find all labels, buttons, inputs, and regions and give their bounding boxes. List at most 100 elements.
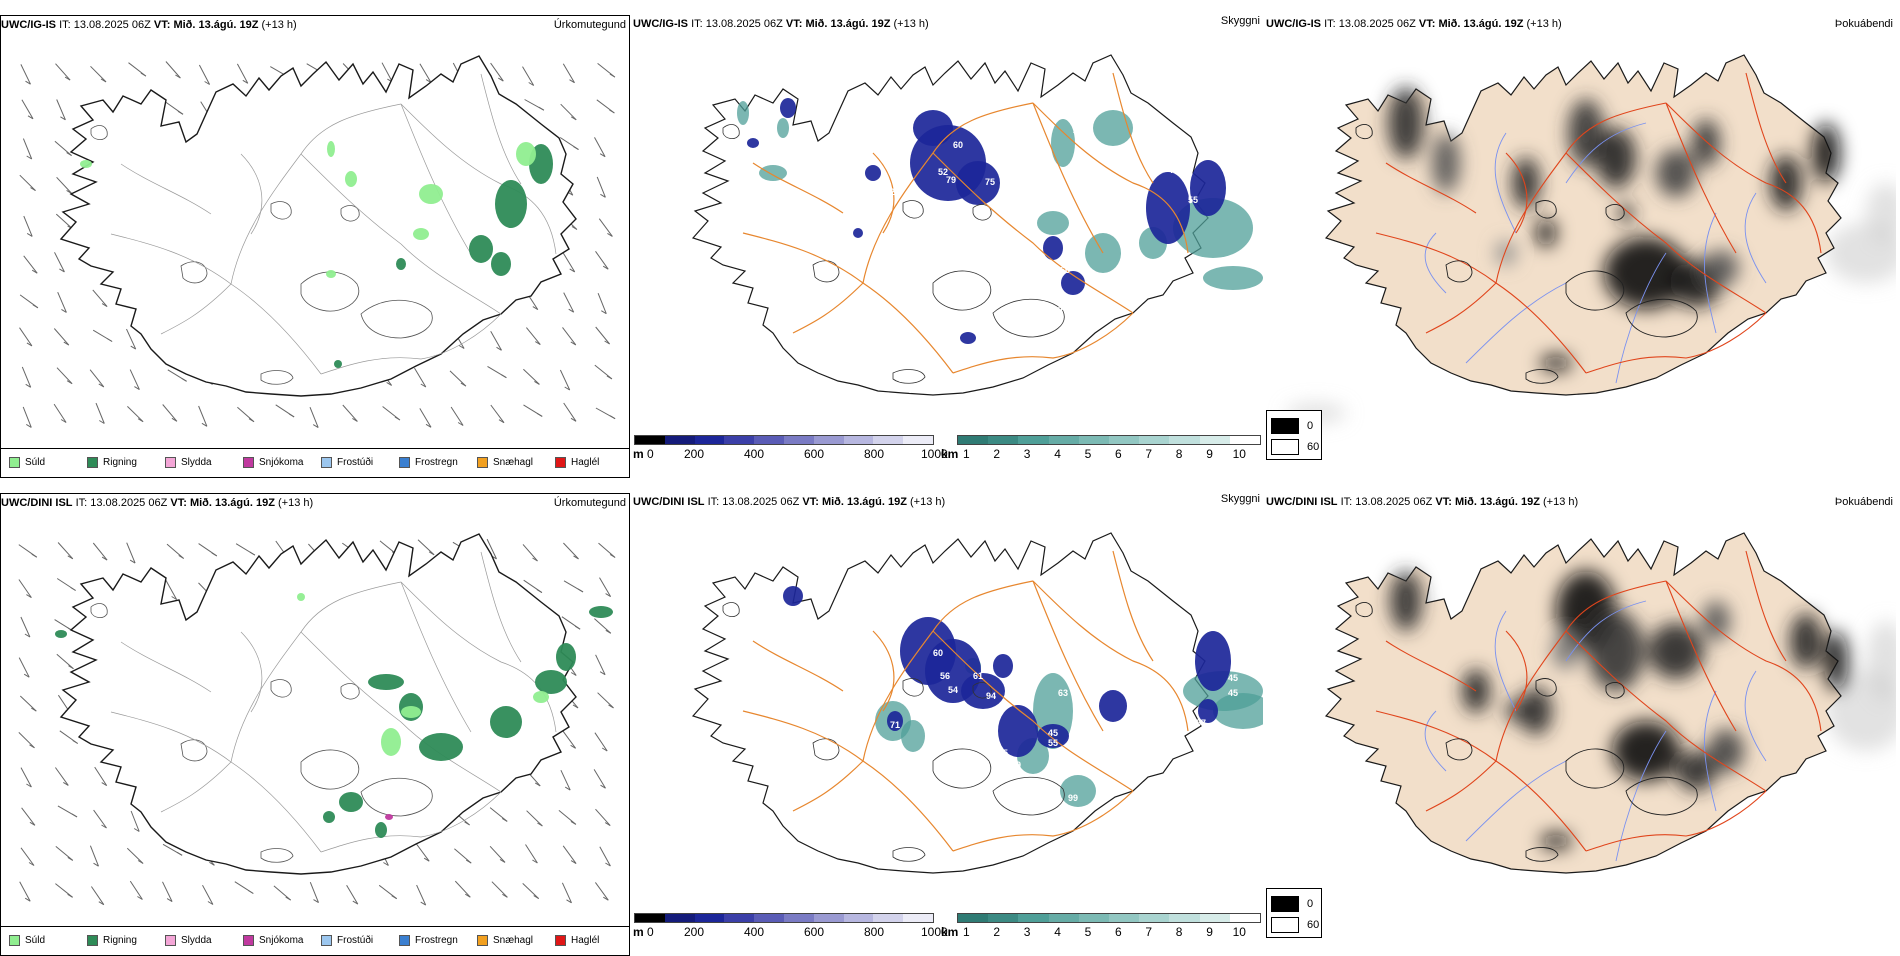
wind-barb [309,407,319,428]
road-line [240,631,263,713]
wind-barb-feather [457,422,464,426]
wind-barb-feather [207,901,214,905]
fog-index-area [1812,123,1840,183]
panel-title: Úrkomutegund [553,497,626,509]
wind-barb [414,367,427,388]
wind-barb-feather [249,551,256,556]
visibility-value-label: 45 [1048,728,1058,738]
road-line [300,153,502,315]
precip-legend-label: Snjókoma [259,457,304,469]
wind-barb-feather [570,672,577,676]
lead-time: (+13 h) [277,497,314,509]
wind-barb [596,176,606,198]
glacier-outline [180,739,208,762]
road-line [872,152,895,234]
precip-legend-label: Slydda [181,935,212,947]
wind-barb-feather [25,383,31,388]
wind-barb-feather [100,78,107,83]
visibility-km-area [1093,110,1133,146]
wind-barb-feather [420,901,426,906]
glacier-outline [1565,748,1625,789]
visibility-m-area [747,138,759,148]
wind-barb [562,63,575,83]
precip-legend-item: Frostregn [399,935,458,947]
fog-legend-dark-swatch [1271,418,1299,434]
visibility-m-tick: 0 [647,925,654,939]
wind-barb [381,62,393,83]
wind-barb [53,403,67,423]
panel-header: UWC/IG-IS IT: 13.08.2025 06Z VT: Mið. 13… [1266,18,1896,34]
wind-barb [559,369,571,391]
glacier-outline [270,201,292,220]
wind-barb-feather [209,861,215,866]
precip-legend-label: Snæhagl [493,935,534,947]
colorbar-segment [694,914,725,922]
wind-barb-feather [528,82,534,86]
wind-barb [561,882,572,904]
wind-barb [563,292,575,313]
wind-barb-feather [101,782,107,787]
model-name: UWC/DINI ISL [1,497,73,509]
road-line [1565,630,1767,792]
wind-barb [57,542,74,560]
fog-index-area [1648,623,1704,679]
colorbar-segment [754,436,784,444]
wind-barb [563,402,577,422]
colorbar-segment [873,914,904,922]
wind-barb-feather [66,152,72,157]
wind-barb [21,99,34,120]
wind-barb-feather [28,862,35,866]
wind-barb [202,884,214,905]
fog-index-area [1520,687,1552,735]
wind-barb [23,215,33,237]
iceland-coastline [691,532,1209,874]
wind-barb [597,692,614,709]
road-line [320,313,502,375]
colorbar-segment [783,914,814,922]
wind-barb-feather [66,380,73,385]
precip-legend-label: Rigning [103,935,137,947]
wind-barb-feather [70,587,76,591]
colorbar-segment [903,914,933,922]
wind-barb-feather [101,556,108,561]
colorbar-segment [1109,914,1140,922]
visibility-value-label: 69 [928,245,938,255]
wind-barb-feather [130,345,136,350]
glacier-outline [1535,200,1557,219]
wind-barb [560,103,577,121]
river-line [1424,710,1447,772]
visibility-value-label: 60 [953,140,963,150]
fog-index-legend: 0 60 [1266,888,1322,938]
road-line [1032,102,1189,254]
wind-barb-feather [26,155,32,160]
road-line [400,103,557,255]
precip-area [334,360,342,368]
visibility-value-label: 63 [1058,688,1068,698]
precip-legend-swatch [399,457,410,468]
visibility-m-area [1190,160,1226,216]
wind-barb [57,292,67,313]
road-line [1112,72,1154,184]
glacier-outline [260,848,294,863]
precip-legend-swatch [87,457,98,468]
wind-barb [598,218,613,237]
wind-barb [486,538,497,560]
colorbar-segment [1199,436,1230,444]
panel-title: Úrkomutegund [553,19,626,31]
precip-legend-item: Súld [9,457,45,469]
wind-barb-feather [600,784,606,789]
wind-barb-feather [72,740,78,744]
visibility-m-unit: m [633,925,644,939]
wind-barb [419,63,432,83]
wind-barb-feather [312,424,319,429]
visibility-m-tick: 600 [804,447,825,461]
wind-barb [562,252,576,273]
glacier-outline [892,369,926,384]
wind-barb [90,886,105,905]
wind-barb-feather [68,665,74,670]
wind-barb-feather [31,707,37,712]
road-line [1385,640,1477,692]
colorbar-segment [813,436,844,444]
wind-barb-feather [26,594,32,599]
